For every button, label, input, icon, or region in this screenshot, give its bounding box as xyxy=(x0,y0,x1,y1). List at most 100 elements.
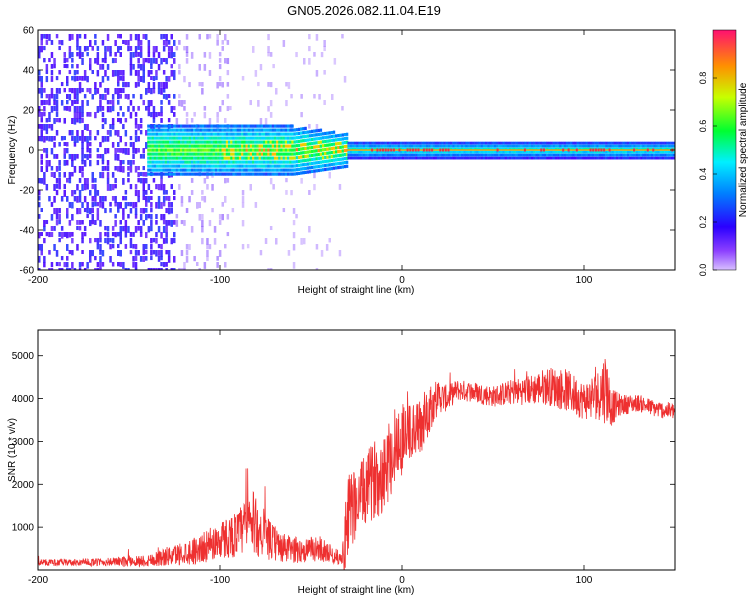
spectrogram-cell xyxy=(300,159,303,163)
spectrogram-cell xyxy=(132,142,135,149)
spectrogram-cell xyxy=(423,141,427,145)
spectrogram-cell xyxy=(249,128,253,132)
spectrogram-cell xyxy=(295,152,299,156)
spectrogram-cell xyxy=(204,160,207,164)
spectrogram-cell xyxy=(241,202,245,208)
spectrogram-cell xyxy=(241,168,244,172)
spectrogram-cell xyxy=(321,148,325,152)
spectrogram-cell xyxy=(134,130,138,136)
spectrogram-cell xyxy=(247,124,251,128)
spectrogram-cell xyxy=(345,164,349,168)
spectrogram-cell xyxy=(256,152,259,156)
spectrogram-cell xyxy=(541,153,545,157)
spectrogram-cell xyxy=(106,106,110,113)
spectrogram-cell xyxy=(504,150,507,154)
spectrogram-cell xyxy=(178,184,181,190)
spectrogram-cell xyxy=(40,178,43,184)
spectrogram-cell xyxy=(651,141,654,145)
spectrogram-cell xyxy=(175,152,178,156)
spectrogram-cell xyxy=(467,156,470,160)
spectrogram-cell xyxy=(58,142,61,147)
spectrogram-cell xyxy=(616,147,619,151)
spectrogram-cell xyxy=(225,172,229,176)
spectrogram-cell xyxy=(280,124,283,128)
spectrogram-cell xyxy=(119,94,122,99)
spectrogram-cell xyxy=(651,150,654,154)
spectrogram-cell xyxy=(254,168,257,172)
spectrogram-cell xyxy=(117,250,120,256)
spectrogram-cell xyxy=(119,160,122,166)
spectrogram-cell xyxy=(247,132,251,136)
spectrogram-cell xyxy=(117,76,120,83)
spectrogram-cell xyxy=(99,82,102,88)
spectrogram-cell xyxy=(225,148,229,152)
spectrogram-cell xyxy=(273,164,277,168)
spectrogram-cell xyxy=(197,172,200,176)
spectrogram-cell xyxy=(86,262,89,269)
spectrogram-cell xyxy=(282,136,285,140)
spectrogram-cell xyxy=(83,76,87,81)
spectrogram-cell xyxy=(147,184,151,191)
spectrogram-cell xyxy=(653,153,656,157)
spectrogram-cell xyxy=(236,128,240,132)
spectrogram-cell xyxy=(319,148,323,152)
spectrogram-cell xyxy=(395,147,398,151)
spectrogram-cell xyxy=(337,162,340,166)
spectrogram-cell xyxy=(362,153,366,157)
spectrogram-cell xyxy=(109,46,112,53)
spectrogram-cell xyxy=(315,161,318,165)
spectrogram-cell xyxy=(561,156,564,160)
spectrogram-cell xyxy=(287,156,290,160)
spectrogram-cell xyxy=(247,156,251,160)
spectrogram-cell xyxy=(58,262,61,267)
spectrogram-cell xyxy=(583,153,586,157)
spectrogram-cell xyxy=(210,128,213,132)
spectrogram-cell xyxy=(210,124,213,128)
spectrogram-ridge-peak xyxy=(652,148,655,152)
spectrogram-cell xyxy=(175,156,178,160)
spectrogram-cell xyxy=(164,144,168,148)
spectrogram-ridge-peak xyxy=(371,148,374,152)
spectrogram-cell xyxy=(670,156,673,160)
spectrogram-cell xyxy=(155,220,158,225)
spectrogram-cell xyxy=(500,147,503,151)
spectrogram-cell xyxy=(53,100,56,106)
spectrogram-cell xyxy=(241,160,244,164)
spectrogram-cell xyxy=(199,152,202,156)
spectrogram-cell xyxy=(190,136,194,140)
spectrogram-cell xyxy=(208,152,211,156)
spectrogram-cell xyxy=(190,190,194,195)
spectrogram-cell xyxy=(58,238,61,243)
spectrogram-cell xyxy=(214,164,218,168)
spectrogram-cell xyxy=(259,250,263,256)
spectrogram-cell xyxy=(467,141,470,145)
spectrogram-cell xyxy=(485,150,488,154)
spectrogram-cell xyxy=(548,141,551,145)
spectrogram-cell xyxy=(63,64,66,69)
spectrogram-cell xyxy=(388,153,392,157)
spectrogram-cell xyxy=(38,256,41,263)
spectrogram-ridge-peak xyxy=(543,148,545,152)
spectrogram-cell xyxy=(137,124,140,131)
spectrogram-cell xyxy=(399,153,403,157)
spectrogram-cell xyxy=(297,135,301,139)
spectrogram-cell xyxy=(404,153,407,157)
spectrogram-cell xyxy=(668,150,671,154)
spectrogram-cell xyxy=(313,137,316,141)
spectrogram-cell xyxy=(155,144,159,148)
spectrogram-cell xyxy=(99,94,102,100)
spectrogram-cell xyxy=(134,70,138,76)
spectrogram-cell xyxy=(104,238,107,244)
spectrogram-cell xyxy=(190,226,194,233)
spectrogram-cell xyxy=(500,156,503,160)
spectrogram-cell xyxy=(81,262,84,267)
spectrogram-cell xyxy=(524,144,527,148)
spectrogram-cell xyxy=(287,82,291,89)
spectrogram-cell xyxy=(428,144,431,148)
spectrogram-cell xyxy=(68,94,72,101)
spectrogram-cell xyxy=(258,132,261,136)
spectrogram-cell xyxy=(152,178,156,183)
spectrogram-cell xyxy=(63,154,66,159)
spectrogram-cell xyxy=(132,256,135,262)
spectrogram-cell xyxy=(509,144,512,148)
